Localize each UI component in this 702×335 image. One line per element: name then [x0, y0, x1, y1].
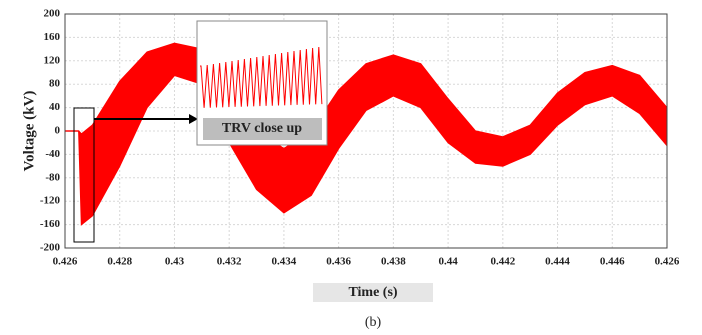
y-tick-label: 160 — [44, 31, 61, 43]
waveform-envelope — [65, 74, 668, 226]
y-tick-label: 0 — [55, 125, 61, 137]
y-tick-label: -160 — [40, 218, 61, 230]
plot-frame — [64, 13, 668, 249]
arrow-head — [189, 114, 198, 124]
x-tick-label: 0.438 — [381, 256, 406, 268]
x-label-bg — [313, 283, 433, 302]
waveform-envelope — [65, 42, 668, 150]
inset-waveform — [200, 46, 323, 108]
x-tick-label: 0.426 — [53, 256, 78, 268]
y-tick-label: 120 — [44, 54, 61, 66]
zoom-box — [73, 107, 95, 243]
caption: (b) — [365, 315, 382, 330]
y-tick-label: 200 — [44, 8, 61, 20]
x-tick-label: 0.434 — [272, 256, 297, 268]
band-fill — [65, 43, 667, 225]
x-tick-label: 0.426 — [655, 256, 680, 268]
x-tick-label: 0.446 — [600, 256, 625, 268]
x-tick-label: 0.43 — [165, 256, 185, 268]
x-tick-label: 0.44 — [438, 256, 458, 268]
x-tick-label: 0.442 — [490, 256, 515, 268]
annotation: TRV close up — [222, 121, 302, 136]
x-tick-label: 0.432 — [217, 256, 242, 268]
x-tick-label: 0.436 — [326, 256, 351, 268]
y-tick-label: -120 — [40, 195, 61, 207]
x-axis-label: Time (s) — [348, 285, 397, 300]
y-tick-label: 40 — [49, 101, 61, 113]
y-tick-label: 80 — [49, 78, 61, 90]
y-tick-label: -40 — [45, 148, 60, 160]
plot-area — [64, 13, 668, 249]
x-tick-label: 0.428 — [107, 256, 132, 268]
x-tick-label: 0.444 — [545, 256, 570, 268]
y-axis-label: Voltage (kV) — [21, 91, 37, 172]
y-tick-label: -200 — [40, 242, 61, 254]
y-tick-label: -80 — [45, 171, 60, 183]
annotation-bg — [203, 118, 322, 140]
